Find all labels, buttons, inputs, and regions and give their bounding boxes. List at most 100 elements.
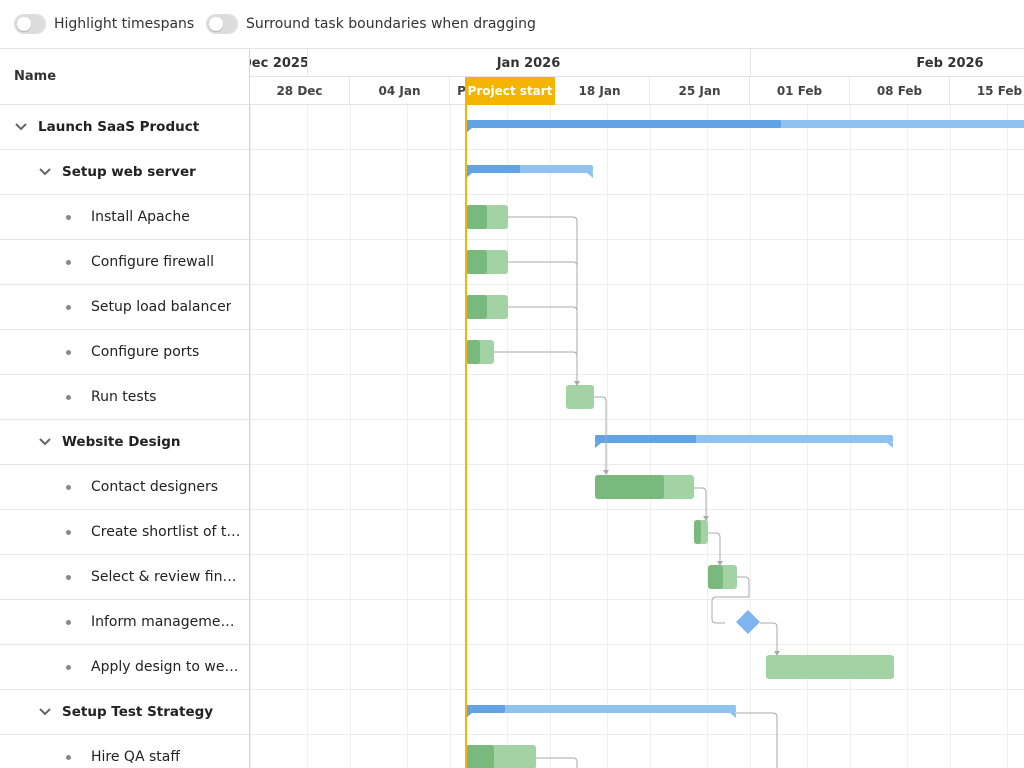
gridline-horizontal xyxy=(250,419,1024,420)
task-row[interactable]: Configure firewall xyxy=(0,240,249,285)
task-row[interactable]: Setup Test Strategy xyxy=(0,690,249,735)
task-grid: Name Launch SaaS Product Setup web server… xyxy=(0,49,250,768)
task-row[interactable]: Run tests xyxy=(0,375,249,420)
chevron-down-icon[interactable] xyxy=(38,705,52,719)
toggle-switch[interactable] xyxy=(206,14,238,34)
week-header: 28 Dec xyxy=(250,77,350,105)
gridline-vertical xyxy=(950,105,951,768)
gridline-horizontal xyxy=(250,599,1024,600)
bullet-icon xyxy=(66,484,71,490)
gridline-horizontal xyxy=(250,239,1024,240)
task-row[interactable]: Setup load balancer xyxy=(0,285,249,330)
task-progress[interactable] xyxy=(466,745,494,768)
task-name: Apply design to we… xyxy=(91,659,239,675)
summary-cap-left[interactable] xyxy=(595,443,601,448)
gridline-horizontal xyxy=(250,194,1024,195)
summary-cap-right[interactable] xyxy=(887,443,893,448)
task-name: Create shortlist of t… xyxy=(91,524,241,540)
week-header: 18 Jan xyxy=(550,77,650,105)
bullet-icon xyxy=(66,619,71,625)
summary-cap-right[interactable] xyxy=(587,173,593,178)
toggle-knob xyxy=(209,17,223,31)
dependency-line xyxy=(508,306,578,384)
bullet-icon xyxy=(66,754,71,760)
bullet-icon xyxy=(66,259,71,265)
month-header: Feb 2026 xyxy=(916,55,984,71)
task-name: Setup Test Strategy xyxy=(62,704,214,720)
gridline-vertical xyxy=(907,105,908,768)
summary-progress[interactable] xyxy=(595,435,696,443)
dependency-arrow xyxy=(574,381,580,386)
task-name: Configure firewall xyxy=(91,254,214,270)
gridline-horizontal xyxy=(250,554,1024,555)
gridline-horizontal xyxy=(250,284,1024,285)
dependency-line xyxy=(708,532,721,563)
task-name: Hire QA staff xyxy=(91,749,180,765)
highlight-timespans-toggle[interactable]: Highlight timespans xyxy=(14,13,194,35)
month-header: Jan 2026 xyxy=(496,55,561,71)
summary-cap-left[interactable] xyxy=(466,128,472,133)
task-row[interactable]: Apply design to we… xyxy=(0,645,249,690)
task-name: Install Apache xyxy=(91,209,190,225)
summary-cap-left[interactable] xyxy=(466,173,472,178)
task-progress[interactable] xyxy=(466,205,487,229)
week-header: 25 Jan xyxy=(650,77,750,105)
task-row[interactable]: Launch SaaS Product xyxy=(0,105,249,150)
task-progress[interactable] xyxy=(694,520,701,544)
gridline-vertical xyxy=(350,105,351,768)
highlight-timespans-label: Highlight timespans xyxy=(54,16,195,32)
task-bar[interactable] xyxy=(766,655,894,679)
gantt-bars xyxy=(466,120,1024,768)
month-header: Dec 2025 xyxy=(250,55,310,71)
toolbar: Highlight timespans Surround task bounda… xyxy=(0,0,1024,49)
dependency-arrow xyxy=(703,516,709,521)
chevron-down-icon[interactable] xyxy=(38,435,52,449)
task-bar[interactable] xyxy=(566,385,594,409)
task-name: Contact designers xyxy=(91,479,219,495)
summary-progress[interactable] xyxy=(466,705,505,713)
task-name: Website Design xyxy=(62,434,181,450)
task-row[interactable]: Select & review fin… xyxy=(0,555,249,600)
timeline-month-header: Dec 2025 Jan 2026 Feb 2026 xyxy=(250,49,1024,77)
dependency-arrow xyxy=(603,470,609,475)
task-progress[interactable] xyxy=(595,475,664,499)
task-row[interactable]: Hire QA staff xyxy=(0,735,249,768)
surround-boundaries-toggle[interactable]: Surround task boundaries when dragging xyxy=(206,13,536,35)
task-progress[interactable] xyxy=(466,340,480,364)
gridline-horizontal xyxy=(250,374,1024,375)
dependency-line xyxy=(508,216,578,384)
task-row[interactable]: Website Design xyxy=(0,420,249,465)
name-column-header[interactable]: Name xyxy=(0,49,249,105)
gridline-horizontal xyxy=(250,149,1024,150)
milestone-diamond[interactable] xyxy=(736,610,760,634)
name-column-label: Name xyxy=(14,69,57,84)
summary-bar[interactable] xyxy=(466,705,736,713)
dependency-line xyxy=(760,622,778,653)
bullet-icon xyxy=(66,664,71,670)
task-row[interactable]: Create shortlist of t… xyxy=(0,510,249,555)
summary-cap-left[interactable] xyxy=(466,713,472,718)
task-row[interactable]: Inform manageme… xyxy=(0,600,249,645)
task-row[interactable]: Install Apache xyxy=(0,195,249,240)
task-row[interactable]: Setup web server xyxy=(0,150,249,195)
summary-cap-right[interactable] xyxy=(730,713,736,718)
month-divider xyxy=(750,49,751,77)
toggle-switch[interactable] xyxy=(14,14,46,34)
task-progress[interactable] xyxy=(466,250,487,274)
task-progress[interactable] xyxy=(466,295,487,319)
task-row[interactable]: Configure ports xyxy=(0,330,249,375)
summary-progress[interactable] xyxy=(466,120,781,128)
bullet-icon xyxy=(66,214,71,220)
chevron-down-icon[interactable] xyxy=(38,165,52,179)
gridline-vertical xyxy=(507,105,508,768)
task-row[interactable]: Contact designers xyxy=(0,465,249,510)
task-progress[interactable] xyxy=(708,565,723,589)
gridline-vertical xyxy=(307,105,308,768)
summary-progress[interactable] xyxy=(466,165,520,173)
dependency-arrow xyxy=(774,651,780,656)
toggle-knob xyxy=(17,17,31,31)
dependency-line xyxy=(736,712,778,768)
chevron-down-icon[interactable] xyxy=(14,120,28,134)
surround-boundaries-label: Surround task boundaries when dragging xyxy=(246,16,536,32)
gridline-horizontal xyxy=(250,734,1024,735)
